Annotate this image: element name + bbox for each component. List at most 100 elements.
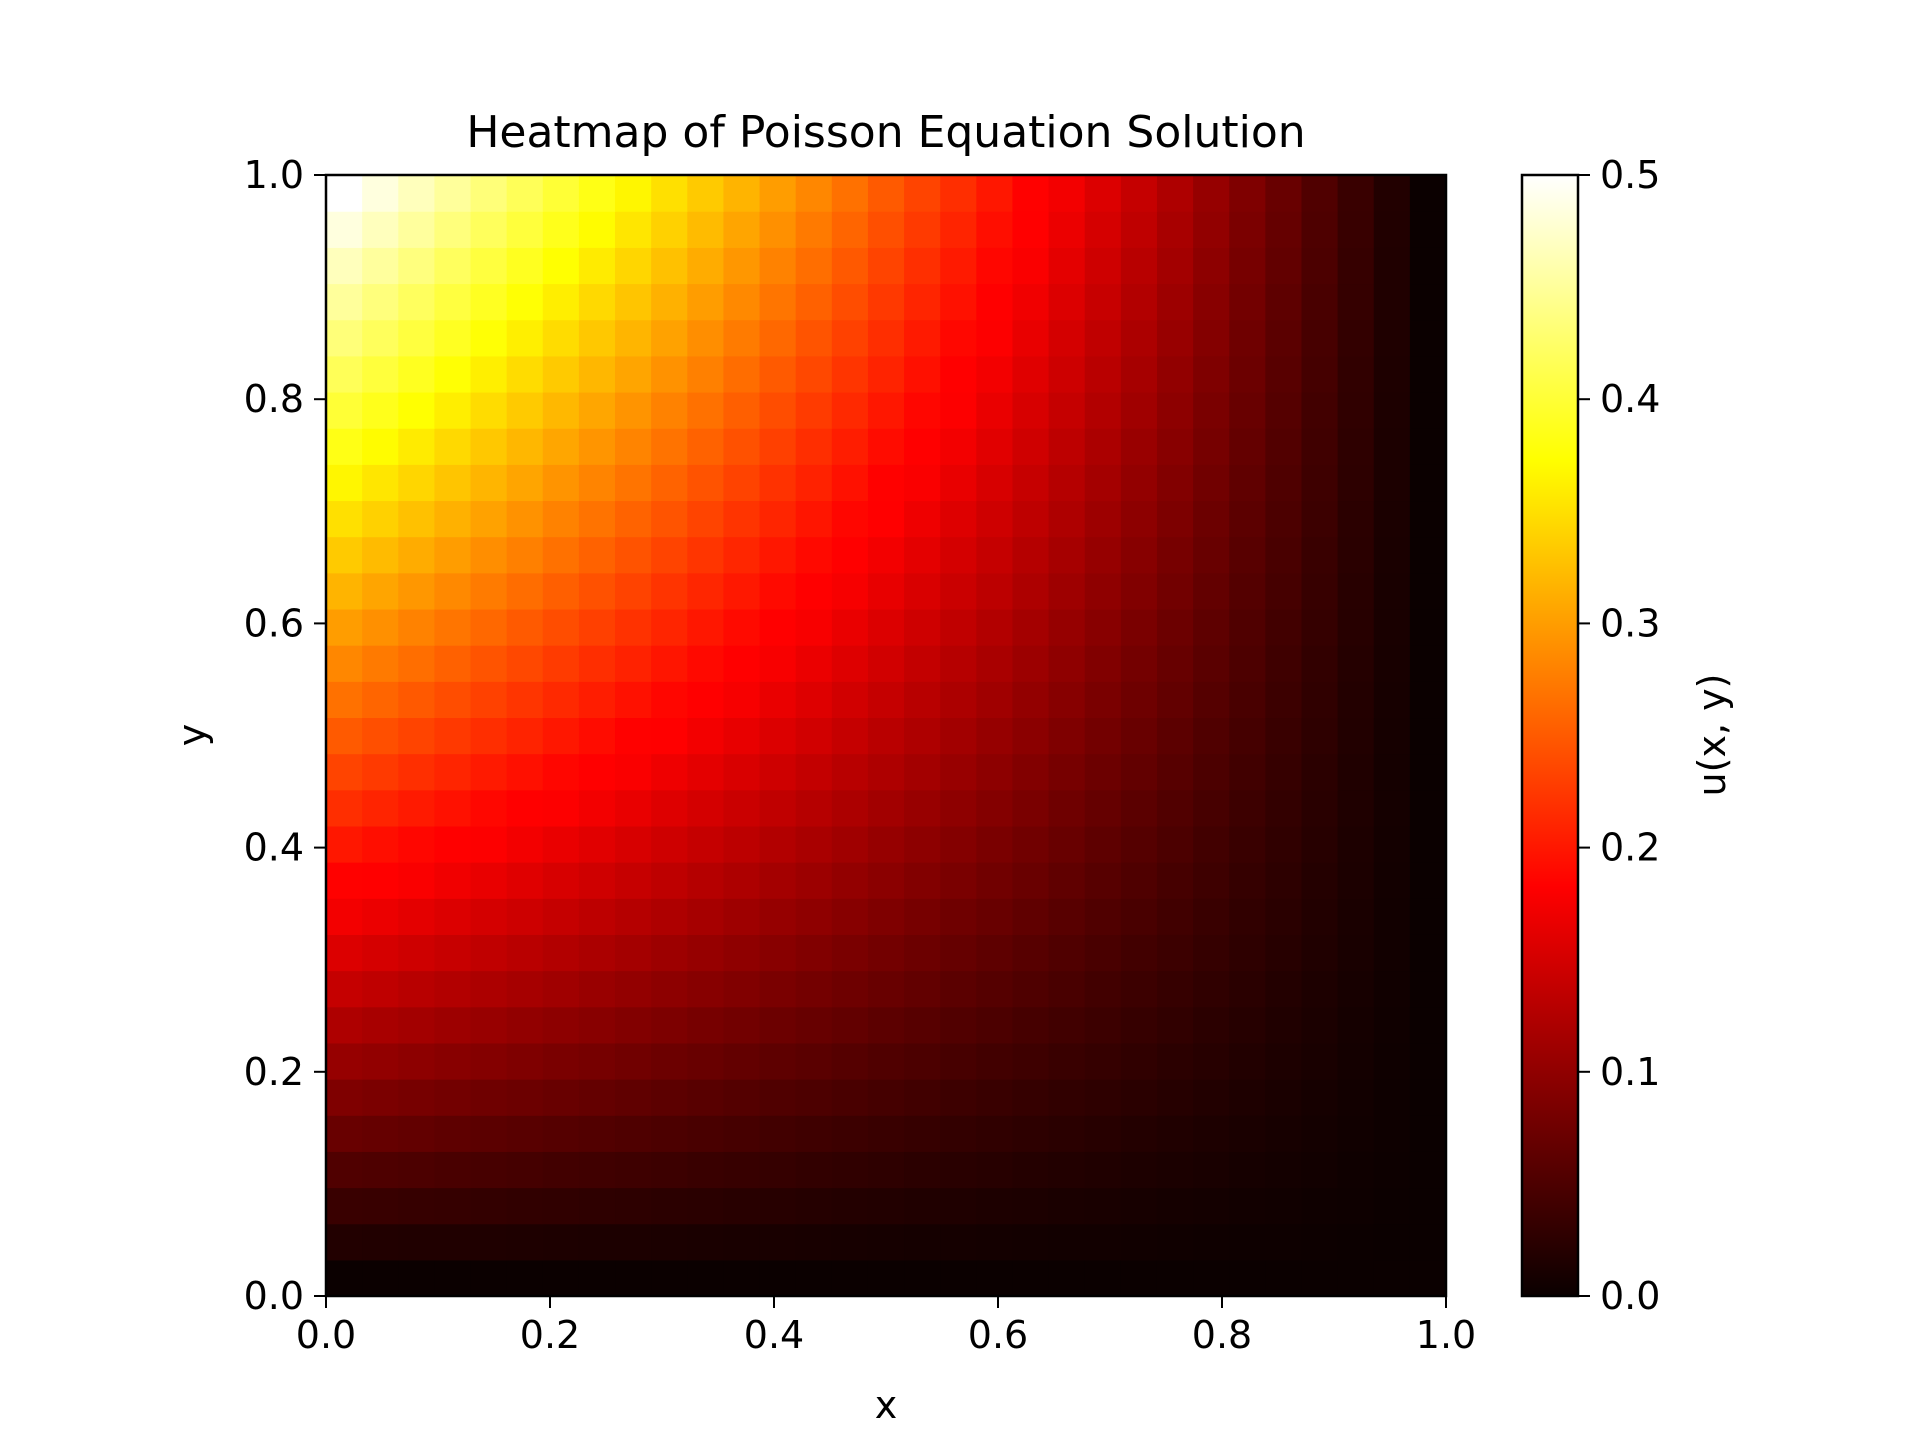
heatmap-cell [1193, 970, 1230, 1008]
heatmap-cell [470, 1079, 508, 1116]
heatmap-cell [759, 753, 797, 791]
heatmap-cell [759, 789, 797, 827]
heatmap-cell [651, 1115, 688, 1152]
heatmap-cell [687, 608, 725, 646]
heatmap-cell [1012, 319, 1050, 357]
colorbar [1520, 173, 1580, 1298]
heatmap-cell [615, 1042, 652, 1080]
heatmap-cell [1229, 1006, 1266, 1044]
heatmap-cell [1265, 825, 1303, 863]
heatmap-cell [1229, 428, 1266, 465]
heatmap-cell [470, 1042, 508, 1080]
heatmap-cell [976, 355, 1014, 393]
heatmap-cell [1048, 681, 1086, 719]
heatmap-cell [470, 1187, 508, 1225]
heatmap-cell [615, 825, 652, 863]
heatmap-cell [867, 1006, 905, 1044]
heatmap-cell [1409, 970, 1447, 1008]
heatmap-cell [1337, 608, 1375, 646]
heatmap-cell [1301, 1187, 1339, 1225]
heatmap-cell [831, 862, 869, 899]
heatmap-cell [1012, 283, 1050, 321]
heatmap-cell [723, 1151, 761, 1189]
heatmap-cell [326, 1042, 363, 1080]
heatmap-cell [867, 717, 905, 755]
heatmap-cell [615, 355, 652, 393]
heatmap-cell [651, 789, 688, 827]
heatmap-cell [1120, 175, 1158, 212]
heatmap-cell [723, 1223, 761, 1261]
heatmap-cell [542, 355, 580, 393]
heatmap-cell [470, 608, 508, 646]
heatmap-cell [362, 500, 399, 538]
heatmap-cell [615, 391, 652, 429]
heatmap-cell [326, 319, 363, 357]
heatmap-cell [1012, 608, 1050, 646]
heatmap-cell [1409, 319, 1447, 357]
heatmap-cell [362, 1079, 399, 1116]
heatmap-cell [976, 753, 1014, 791]
heatmap-cell [578, 608, 616, 646]
heatmap-cell [578, 319, 616, 357]
heatmap-cell [578, 825, 616, 863]
heatmap-cell [542, 1079, 580, 1116]
heatmap-cell [831, 681, 869, 719]
heatmap-cell [615, 536, 652, 574]
heatmap-cell [1301, 1006, 1339, 1044]
heatmap-cell [831, 283, 869, 321]
heatmap-cell [1409, 862, 1447, 899]
x-tick-label: 0.4 [744, 1313, 804, 1357]
heatmap-cell [1156, 970, 1194, 1008]
heatmap-cell [326, 428, 363, 465]
heatmap-cell [976, 1259, 1014, 1297]
heatmap-cell [1156, 1006, 1194, 1044]
heatmap-cell [434, 862, 472, 899]
y-tick-label: 0.2 [244, 1050, 304, 1094]
heatmap-cell [831, 355, 869, 393]
heatmap-cell [1193, 1187, 1230, 1225]
heatmap-cell [362, 1115, 399, 1152]
heatmap-cell [795, 211, 833, 248]
heatmap-cell [1409, 1115, 1447, 1152]
heatmap-cell [795, 500, 833, 538]
heatmap-cell [1084, 608, 1122, 646]
heatmap-cells [326, 175, 1447, 1297]
heatmap-cell [434, 789, 472, 827]
heatmap-cell [651, 211, 688, 248]
heatmap-cell [687, 175, 725, 212]
heatmap-cell [1373, 319, 1411, 357]
heatmap-cell [1265, 898, 1303, 935]
heatmap-cell [1409, 428, 1447, 465]
heatmap-cell [687, 247, 725, 285]
heatmap-cell [542, 934, 580, 972]
heatmap-cell [1229, 464, 1266, 502]
heatmap-cell [1409, 464, 1447, 502]
heatmap-cell [904, 789, 941, 827]
heatmap-cell [1156, 1187, 1194, 1225]
heatmap-cell [326, 934, 363, 972]
heatmap-cell [1337, 283, 1375, 321]
heatmap-cell [326, 355, 363, 393]
heatmap-cell [687, 1259, 725, 1297]
heatmap-cell [723, 681, 761, 719]
heatmap-cell [434, 1223, 472, 1261]
heatmap-cell [1193, 536, 1230, 574]
heatmap-cell [326, 1079, 363, 1116]
heatmap-cell [1409, 500, 1447, 538]
heatmap-cell [1337, 1187, 1375, 1225]
heatmap-cell [362, 175, 399, 212]
heatmap-cell [615, 500, 652, 538]
heatmap-cell [506, 572, 544, 610]
heatmap-cell [1012, 464, 1050, 502]
heatmap-cell [723, 211, 761, 248]
heatmap-cell [542, 572, 580, 610]
heatmap-cell [1193, 608, 1230, 646]
heatmap-cell [651, 1042, 688, 1080]
heatmap-cell [651, 428, 688, 465]
heatmap-cell [1409, 247, 1447, 285]
heatmap-cell [1301, 500, 1339, 538]
heatmap-cell [1012, 717, 1050, 755]
heatmap-cell [326, 862, 363, 899]
heatmap-cell [326, 1223, 363, 1261]
heatmap-cell [1012, 1223, 1050, 1261]
